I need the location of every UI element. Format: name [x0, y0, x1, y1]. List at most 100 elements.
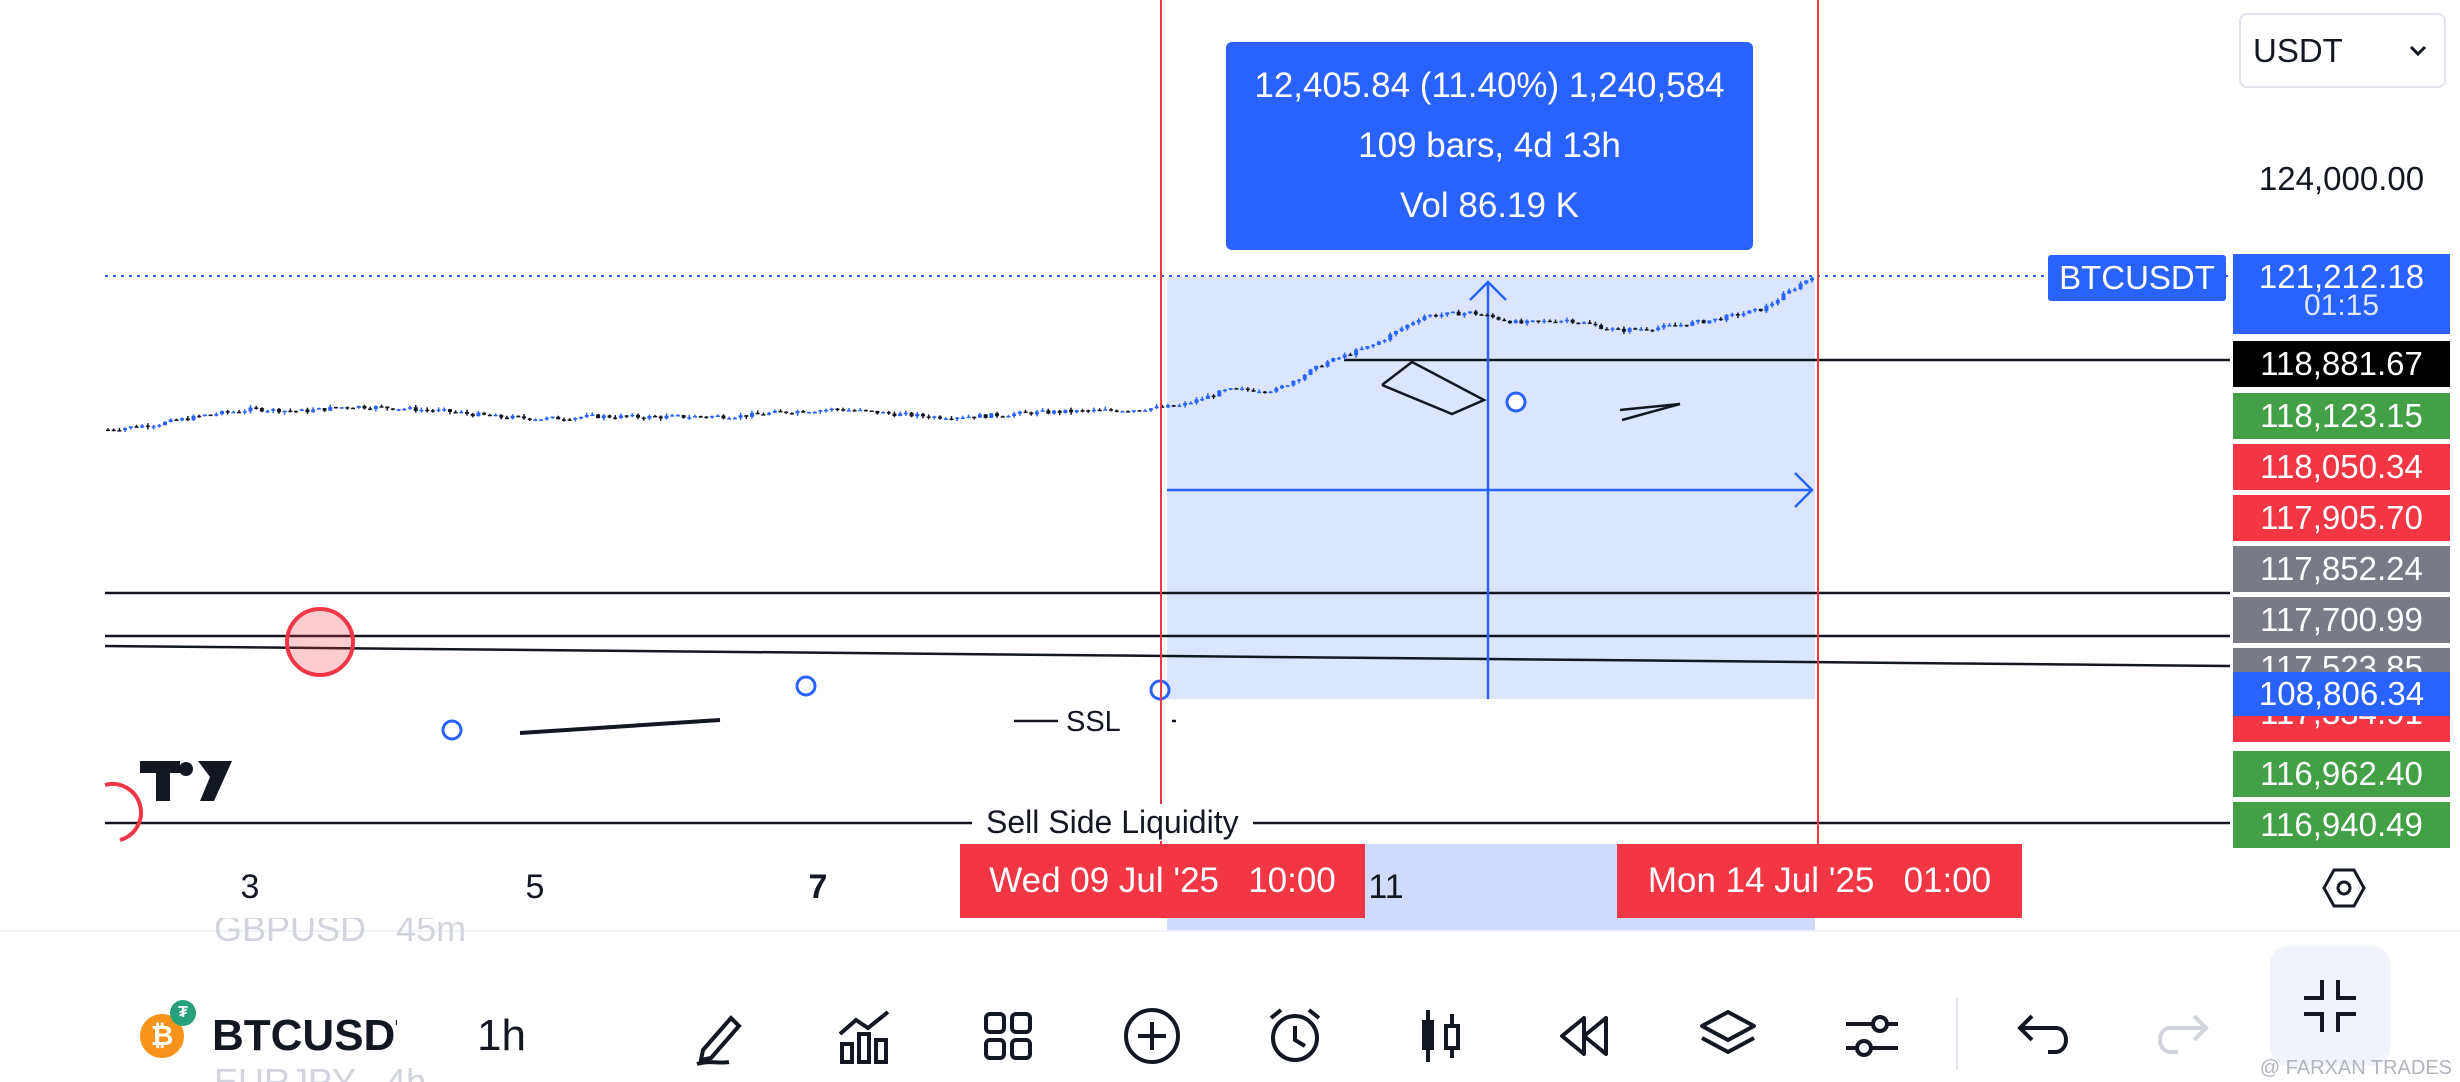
candle-body — [322, 408, 327, 411]
candle-body — [761, 414, 766, 416]
candle-body — [294, 410, 299, 413]
candle-body — [881, 412, 886, 414]
trend-line[interactable] — [104, 644, 2231, 668]
candle-body — [1359, 348, 1364, 351]
candle-body — [664, 415, 669, 419]
undo-icon — [2017, 1014, 2069, 1054]
candle-body — [687, 417, 692, 419]
candle-body — [863, 409, 868, 412]
candle-body — [539, 419, 544, 421]
candle-body — [1747, 310, 1752, 314]
price-label: 117,852.24 — [2233, 546, 2450, 592]
candle-body — [732, 417, 737, 420]
triangle-pattern — [1381, 360, 1487, 416]
chart-type-button[interactable] — [1404, 1000, 1476, 1072]
highlight-circle — [285, 607, 355, 677]
candle-body — [510, 415, 515, 419]
candle-body — [977, 414, 982, 418]
candle-body — [208, 414, 213, 417]
candle-body — [328, 406, 333, 411]
candle-body — [356, 405, 361, 408]
candle-body — [1810, 278, 1814, 281]
candle-body — [1741, 313, 1746, 316]
price-label-last: 121,212.18 01:15 — [2233, 254, 2450, 334]
candle-body — [926, 416, 931, 418]
candle-body — [134, 426, 139, 428]
redo-button[interactable] — [2150, 1000, 2222, 1072]
replay-button[interactable] — [1548, 1000, 1620, 1072]
short-trend-line — [519, 718, 721, 735]
candle-body — [886, 412, 891, 414]
candle-body — [168, 419, 173, 422]
price-label: 116,962.40 — [2233, 751, 2450, 797]
candle-body — [1485, 314, 1490, 317]
candle-body — [995, 413, 1000, 417]
currency-select[interactable]: USDT — [2239, 13, 2446, 88]
candle-body — [1713, 318, 1718, 321]
candle-body — [1599, 325, 1604, 329]
candle-body — [1302, 374, 1307, 380]
fullscreen-exit-button[interactable] — [2270, 946, 2390, 1066]
candle-body — [351, 407, 356, 410]
candle-body — [373, 406, 378, 410]
candle-body — [1490, 314, 1495, 318]
candle-body — [983, 414, 988, 418]
alarm-icon — [1269, 1008, 1321, 1062]
candle-body — [106, 429, 110, 432]
chart-properties-button[interactable] — [1836, 1000, 1908, 1072]
candle-body — [1416, 320, 1421, 323]
candle-body — [1650, 329, 1655, 332]
candle-body — [1160, 406, 1165, 408]
candle-body — [818, 410, 823, 412]
alerts-button[interactable] — [1259, 1000, 1331, 1072]
symbol-picker-next: EURJPY 4h — [214, 1061, 427, 1082]
candle-body — [1456, 311, 1461, 316]
measure-bars: 109 bars, 4d 13h — [1358, 126, 1621, 165]
candle-body — [784, 411, 789, 414]
candle-body — [715, 415, 720, 418]
undo-button[interactable] — [2004, 1000, 2076, 1072]
candle-body — [556, 416, 561, 420]
measure-info-box[interactable]: 12,405.84 (11.40%) 1,240,584 109 bars, 4… — [1226, 42, 1753, 250]
price-label: 108,806.34 — [2233, 672, 2450, 716]
symbol-selector[interactable]: ₿₮ BTCUSDT 1h — [140, 996, 526, 1076]
candle-body — [1166, 405, 1171, 408]
candle-body — [453, 411, 458, 414]
candle-body — [1621, 328, 1626, 332]
candle-body — [305, 409, 310, 413]
candle-body — [1331, 358, 1336, 362]
candle-body — [516, 415, 521, 418]
drawing-tools-button[interactable] — [685, 1000, 757, 1072]
candle-body — [835, 408, 840, 411]
object-tree-button[interactable] — [1692, 1000, 1764, 1072]
interval-selector[interactable]: 1h — [477, 1011, 526, 1060]
ssl-label: SSL — [1066, 706, 1121, 738]
candle-body — [989, 413, 994, 418]
candle-body — [219, 411, 224, 415]
candle-body — [943, 418, 948, 421]
candle-body — [1690, 321, 1695, 326]
candle-body — [231, 411, 236, 414]
layouts-button[interactable] — [972, 1000, 1044, 1072]
indicators-button[interactable] — [828, 1000, 900, 1072]
candle-body — [1411, 322, 1416, 325]
layouts-icon — [984, 1012, 1032, 1060]
chart-settings-icon[interactable] — [2322, 866, 2366, 910]
candle-body — [1217, 390, 1222, 397]
candle-body — [544, 417, 549, 420]
candle-body — [1639, 329, 1644, 331]
currency-value: USDT — [2253, 31, 2343, 69]
candle-body — [265, 410, 270, 413]
candle-body — [1205, 395, 1210, 399]
candle-body — [721, 415, 726, 419]
candle-body — [1080, 410, 1085, 412]
add-button[interactable] — [1116, 1000, 1188, 1072]
bitcoin-icon: ₿ ₮ — [140, 1000, 196, 1058]
candle-body — [145, 425, 150, 428]
candle-body — [852, 410, 857, 412]
chevron-down-icon — [2409, 45, 2427, 56]
marker-circle — [441, 719, 463, 741]
candle-body — [1262, 391, 1267, 394]
candle-body — [197, 415, 202, 418]
candle-body — [487, 414, 492, 417]
